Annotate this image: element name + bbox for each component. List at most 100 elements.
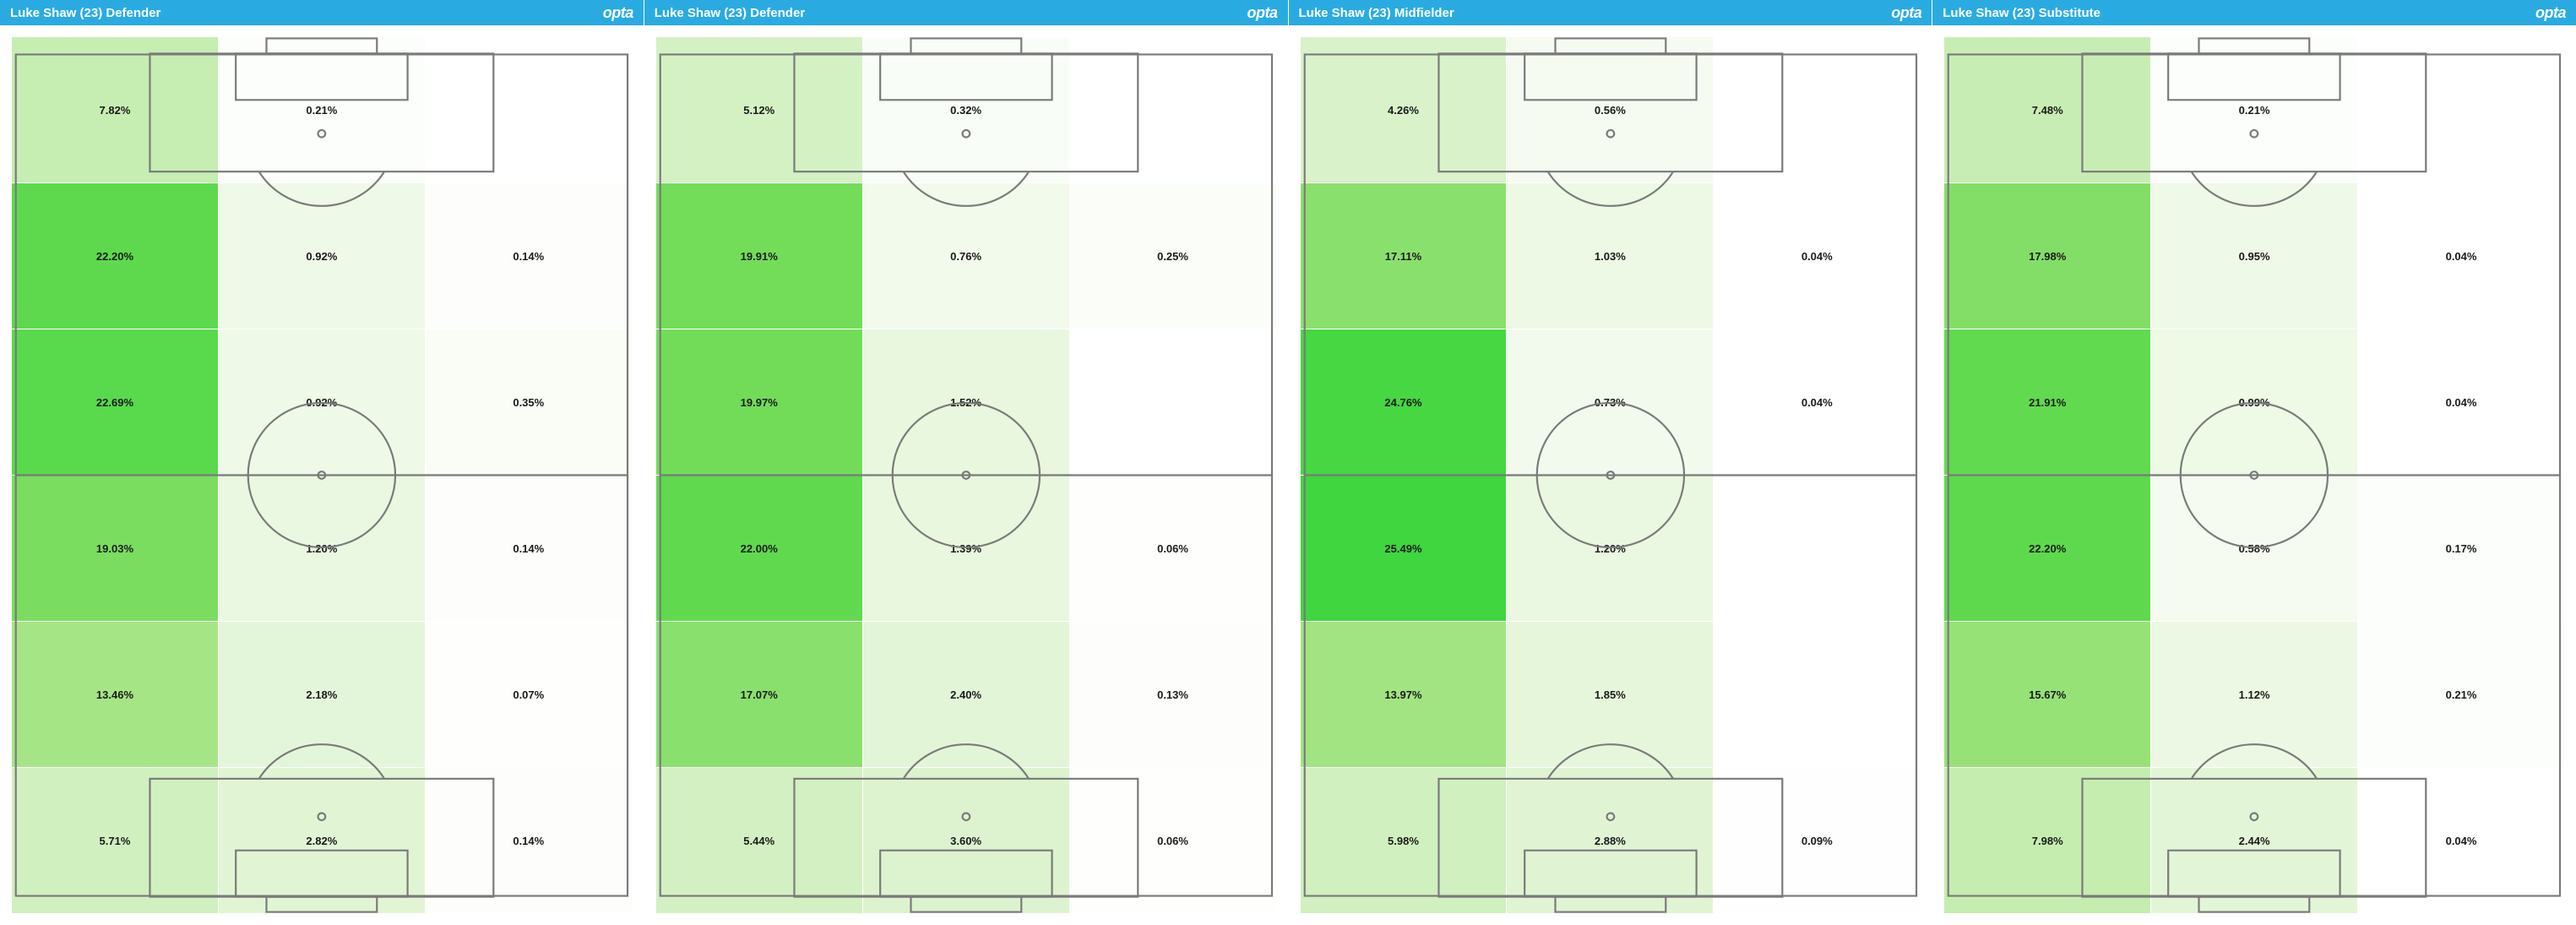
cell-value: 19.91% (741, 250, 778, 263)
heat-cell: 0.56% (1507, 37, 1713, 182)
heat-cell: 1.52% (863, 329, 1069, 475)
cell-value: 0.07% (513, 688, 544, 701)
heat-cell: 0.21% (2151, 37, 2357, 182)
heat-cell: 17.98% (1944, 183, 2150, 329)
pitch-wrap: 7.82%0.21%22.20%0.92%0.14%22.69%0.92%0.3… (0, 25, 644, 925)
cell-value: 0.95% (2239, 250, 2270, 263)
cell-value: 2.18% (306, 688, 337, 701)
heatmap-panel: Luke Shaw (23) Defenderopta5.12%0.32%19.… (644, 0, 1289, 925)
heat-grid: 5.12%0.32%19.91%0.76%0.25%19.97%1.52%22.… (656, 37, 1276, 913)
cell-value: 17.07% (741, 688, 778, 701)
cell-value: 0.92% (306, 396, 337, 409)
cell-value: 0.58% (2239, 542, 2270, 555)
heat-cell: 1.12% (2151, 622, 2357, 767)
heat-cell: 0.14% (426, 183, 632, 329)
cell-value: 21.91% (2029, 396, 2066, 409)
cell-value: 0.04% (1802, 396, 1833, 409)
cell-value: 0.14% (513, 250, 544, 263)
cell-value: 13.97% (1384, 688, 1421, 701)
cell-value: 2.44% (2239, 835, 2270, 847)
cell-value: 19.97% (741, 396, 778, 409)
heat-cell: 0.76% (863, 183, 1069, 329)
opta-logo: opta (1891, 4, 1921, 22)
heat-cell: 0.92% (219, 183, 425, 329)
panel-header: Luke Shaw (23) Defender opta (0, 0, 644, 25)
cell-value: 5.12% (743, 104, 774, 117)
pitch-wrap: 4.26%0.56%17.11%1.03%0.04%24.76%0.73%0.0… (1289, 25, 1932, 925)
heat-cell: 13.46% (12, 622, 218, 767)
panel-title: Luke Shaw (23) Midfielder (1299, 6, 1454, 20)
heat-cell: 21.91% (1944, 329, 2150, 475)
heat-cell: 2.88% (1507, 768, 1713, 913)
cell-value: 15.67% (2029, 688, 2066, 701)
heat-cell (426, 37, 632, 182)
cell-value: 3.60% (950, 835, 981, 847)
heat-cell: 5.98% (1301, 768, 1507, 913)
cell-value: 19.03% (96, 542, 133, 555)
heat-cell: 0.21% (219, 37, 425, 182)
cell-value: 2.88% (1595, 835, 1626, 847)
heat-cell: 1.39% (863, 476, 1069, 621)
cell-value: 22.00% (741, 542, 778, 555)
pitch: 5.12%0.32%19.91%0.76%0.25%19.97%1.52%22.… (656, 37, 1276, 913)
heat-cell: 0.95% (2151, 183, 2357, 329)
heat-cell: 0.14% (426, 476, 632, 621)
heat-cell (1070, 329, 1276, 475)
heat-cell (2358, 37, 2564, 182)
panel-header: Luke Shaw (23) Midfielder opta (1289, 0, 1932, 25)
heat-cell: 0.21% (2358, 622, 2564, 767)
heat-grid: 4.26%0.56%17.11%1.03%0.04%24.76%0.73%0.0… (1301, 37, 1921, 913)
pitch-wrap: 5.12%0.32%19.91%0.76%0.25%19.97%1.52%22.… (644, 25, 1288, 925)
heat-cell: 22.20% (12, 183, 218, 329)
cell-value: 0.06% (1157, 835, 1188, 847)
heat-cell: 22.20% (1944, 476, 2150, 621)
cell-value: 0.73% (1595, 396, 1626, 409)
heat-cell (1714, 476, 1920, 621)
heat-grid: 7.48%0.21%17.98%0.95%0.04%21.91%0.99%0.0… (1944, 37, 2564, 913)
heat-cell: 0.14% (426, 768, 632, 913)
heat-cell: 0.73% (1507, 329, 1713, 475)
heat-cell (1714, 622, 1920, 767)
cell-value: 0.14% (513, 835, 544, 847)
cell-value: 0.04% (1802, 250, 1833, 263)
cell-value: 0.76% (950, 250, 981, 263)
cell-value: 1.85% (1595, 688, 1626, 701)
cell-value: 22.20% (2029, 542, 2066, 555)
heat-cell: 7.48% (1944, 37, 2150, 182)
heat-cell: 0.04% (2358, 768, 2564, 913)
heat-cell: 5.44% (656, 768, 862, 913)
heat-cell: 22.00% (656, 476, 862, 621)
cell-value: 5.98% (1388, 835, 1419, 847)
cell-value: 1.03% (1595, 250, 1626, 263)
heat-cell: 13.97% (1301, 622, 1507, 767)
pitch: 4.26%0.56%17.11%1.03%0.04%24.76%0.73%0.0… (1301, 37, 1921, 913)
heat-cell: 0.04% (2358, 329, 2564, 475)
cell-value: 1.39% (950, 542, 981, 555)
pitch: 7.82%0.21%22.20%0.92%0.14%22.69%0.92%0.3… (12, 37, 632, 913)
heat-cell: 0.09% (1714, 768, 1920, 913)
cell-value: 0.56% (1595, 104, 1626, 117)
heat-cell: 0.13% (1070, 622, 1276, 767)
cell-value: 0.21% (2239, 104, 2270, 117)
cell-value: 0.04% (2446, 250, 2477, 263)
panel-title: Luke Shaw (23) Defender (10, 6, 160, 20)
heat-cell: 7.98% (1944, 768, 2150, 913)
heat-cell: 4.26% (1301, 37, 1507, 182)
heat-cell: 2.40% (863, 622, 1069, 767)
heat-cell: 19.91% (656, 183, 862, 329)
heat-cell: 0.06% (1070, 476, 1276, 621)
cell-value: 2.82% (306, 835, 337, 847)
heat-cell: 5.12% (656, 37, 862, 182)
cell-value: 17.11% (1385, 250, 1421, 263)
cell-value: 0.04% (2446, 835, 2477, 847)
opta-logo: opta (603, 4, 633, 22)
panels-container: Luke Shaw (23) Defenderopta7.82%0.21%22.… (0, 0, 2576, 925)
panel-title: Luke Shaw (23) Substitute (1943, 6, 2100, 20)
heat-cell: 0.32% (863, 37, 1069, 182)
heat-cell: 17.11% (1301, 183, 1507, 329)
cell-value: 2.40% (950, 688, 981, 701)
heat-cell (1714, 37, 1920, 182)
cell-value: 0.21% (2446, 688, 2477, 701)
cell-value: 0.35% (513, 396, 544, 409)
cell-value: 1.20% (306, 542, 337, 555)
